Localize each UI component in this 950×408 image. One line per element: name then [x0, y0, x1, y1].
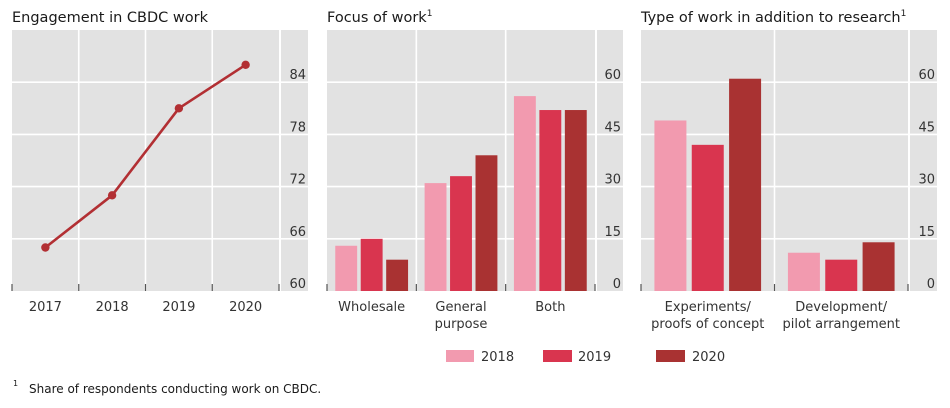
bar-wholesale-2019 [360, 238, 383, 291]
bar-wholesale-2018 [335, 245, 358, 291]
x-category-label: Experiments/ [665, 300, 752, 315]
x-category-label: 2019 [162, 300, 195, 315]
bar-experiments-2019 [691, 144, 724, 291]
panel-type-of-work: Type of work in addition to research1 0 1… [640, 9, 937, 332]
x-category-label: Development/ [795, 300, 888, 315]
legend-item-2018: 2018 [446, 350, 514, 365]
legend-item-2020: 2020 [656, 350, 725, 365]
legend-item-2019: 2019 [543, 350, 611, 365]
x-category-label: purpose [435, 317, 488, 332]
panel-title-type: Type of work in addition to research1 [640, 9, 906, 26]
legend-label-2018: 2018 [481, 350, 514, 365]
bar-general-2020 [475, 155, 498, 291]
x-category-label: 2020 [229, 300, 262, 315]
y-tick-label: 66 [289, 225, 306, 240]
bar-development-2020 [862, 242, 895, 291]
panel-title-engagement: Engagement in CBDC work [12, 10, 209, 26]
bar-development-2019 [825, 259, 858, 291]
y-tick-label: 84 [289, 68, 306, 83]
y-tick-label: 30 [918, 173, 935, 188]
legend-swatch-2018 [446, 350, 474, 362]
x-category-label: General [435, 300, 486, 315]
x-category-label: 2017 [29, 300, 62, 315]
y-tick-label: 78 [289, 120, 306, 135]
y-tick-label: 60 [604, 68, 621, 83]
panel-focus-of-work: Focus of work1 0 15 30 45 60 Wholesale General… [326, 9, 623, 332]
footnote-marker: 1 [13, 379, 18, 388]
bar-experiments-2018 [654, 120, 687, 291]
y-tick-label: 15 [918, 225, 935, 240]
y-axis-band [597, 30, 623, 291]
bar-general-2019 [450, 176, 472, 291]
panel-engagement: Engagement in CBDC work 60 66 72 78 84 2017 20… [11, 10, 308, 315]
x-category-label: pilot arrangement [782, 317, 900, 332]
data-point-2019 [174, 104, 184, 113]
footnote: 1 Share of respondents conducting work o… [13, 379, 321, 396]
y-axis-band [281, 30, 308, 291]
x-category-label: Both [535, 300, 565, 315]
bar-wholesale-2020 [386, 259, 409, 291]
bar-both-2018 [513, 96, 536, 292]
y-tick-label: 15 [604, 225, 621, 240]
y-tick-label: 45 [604, 120, 621, 135]
y-tick-label: 30 [604, 173, 621, 188]
series-line [44, 63, 247, 249]
y-tick-label: 60 [918, 68, 935, 83]
legend-label-2019: 2019 [578, 350, 611, 365]
y-tick-label: 0 [927, 277, 935, 292]
bar-general-2018 [424, 183, 447, 291]
footnote-text: Share of respondents conducting work on … [29, 382, 321, 396]
y-tick-label: 60 [289, 277, 306, 292]
legend-swatch-2020 [656, 350, 685, 362]
legend-label-2020: 2020 [692, 350, 725, 365]
bar-development-2018 [787, 252, 820, 291]
y-tick-label: 0 [613, 277, 621, 292]
x-category-label: 2018 [96, 300, 129, 315]
y-axis-band [910, 30, 937, 291]
bar-both-2020 [564, 110, 587, 291]
data-point-2017 [41, 243, 50, 252]
data-point-2020 [241, 60, 250, 69]
legend: 2018 2019 2020 [446, 350, 725, 365]
x-category-label: proofs of concept [651, 317, 764, 332]
y-tick-label: 72 [289, 173, 306, 188]
x-category-label: Wholesale [338, 300, 405, 315]
bar-both-2019 [539, 110, 562, 291]
data-point-2018 [107, 191, 117, 200]
legend-swatch-2019 [543, 350, 572, 362]
y-tick-label: 45 [918, 120, 935, 135]
panel-title-focus: Focus of work1 [327, 9, 432, 26]
bar-experiments-2020 [729, 78, 762, 291]
